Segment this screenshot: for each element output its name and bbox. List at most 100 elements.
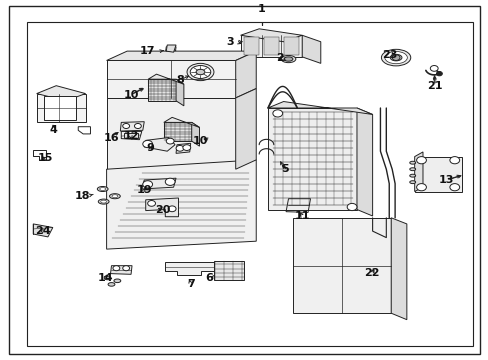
Polygon shape xyxy=(142,178,176,189)
Text: 20: 20 xyxy=(154,204,170,215)
Polygon shape xyxy=(37,86,85,101)
Ellipse shape xyxy=(409,161,415,164)
Polygon shape xyxy=(163,117,199,127)
Polygon shape xyxy=(293,218,390,313)
Text: 17: 17 xyxy=(140,46,155,56)
Polygon shape xyxy=(44,96,76,120)
Text: 4: 4 xyxy=(50,125,58,135)
Circle shape xyxy=(429,66,437,71)
Text: 11: 11 xyxy=(294,211,309,221)
Text: 2: 2 xyxy=(275,53,283,63)
Text: 24: 24 xyxy=(35,226,51,236)
Text: 14: 14 xyxy=(97,273,113,283)
Polygon shape xyxy=(163,122,191,141)
Polygon shape xyxy=(148,79,176,101)
Ellipse shape xyxy=(284,57,292,61)
Polygon shape xyxy=(106,98,235,169)
Bar xyxy=(244,37,259,55)
Polygon shape xyxy=(148,74,183,84)
Ellipse shape xyxy=(109,194,120,199)
Circle shape xyxy=(134,123,141,129)
Polygon shape xyxy=(37,94,85,122)
Bar xyxy=(264,37,278,55)
Circle shape xyxy=(391,55,399,60)
Text: 23: 23 xyxy=(382,50,397,60)
Ellipse shape xyxy=(186,63,214,81)
Ellipse shape xyxy=(409,168,415,171)
Bar xyxy=(213,261,244,280)
Text: 16: 16 xyxy=(103,132,119,143)
Circle shape xyxy=(147,201,155,206)
Circle shape xyxy=(176,145,183,151)
Bar xyxy=(123,133,138,138)
Ellipse shape xyxy=(389,54,401,61)
Polygon shape xyxy=(356,108,372,216)
Ellipse shape xyxy=(381,49,410,66)
Ellipse shape xyxy=(196,69,204,75)
Circle shape xyxy=(183,145,190,150)
Polygon shape xyxy=(145,198,178,217)
Ellipse shape xyxy=(108,283,115,286)
Polygon shape xyxy=(267,102,372,114)
Bar xyxy=(284,37,298,55)
Text: 13: 13 xyxy=(437,175,453,185)
Circle shape xyxy=(165,178,175,185)
Polygon shape xyxy=(106,160,256,249)
Circle shape xyxy=(168,206,176,212)
Circle shape xyxy=(142,181,152,188)
Circle shape xyxy=(272,110,282,117)
Circle shape xyxy=(122,266,129,271)
Ellipse shape xyxy=(101,200,106,203)
Polygon shape xyxy=(302,35,320,63)
Polygon shape xyxy=(120,122,144,131)
Polygon shape xyxy=(106,60,235,98)
Polygon shape xyxy=(240,35,302,57)
Ellipse shape xyxy=(409,174,415,177)
Text: 6: 6 xyxy=(204,273,212,283)
Ellipse shape xyxy=(114,279,121,283)
Ellipse shape xyxy=(409,181,415,184)
Circle shape xyxy=(122,123,129,129)
Ellipse shape xyxy=(97,186,108,192)
Circle shape xyxy=(346,203,356,211)
Text: 8: 8 xyxy=(176,75,183,85)
Circle shape xyxy=(166,138,174,144)
Text: 22: 22 xyxy=(363,268,379,278)
Ellipse shape xyxy=(104,276,111,280)
Text: 19: 19 xyxy=(136,185,152,195)
Polygon shape xyxy=(106,51,256,60)
Polygon shape xyxy=(176,143,190,153)
Circle shape xyxy=(416,184,426,191)
Text: 7: 7 xyxy=(186,279,194,289)
Text: 12: 12 xyxy=(123,131,139,141)
Text: 21: 21 xyxy=(427,81,442,91)
Text: 10: 10 xyxy=(192,136,207,146)
Text: 1: 1 xyxy=(257,4,265,14)
Ellipse shape xyxy=(281,55,295,63)
Polygon shape xyxy=(144,138,175,151)
Polygon shape xyxy=(165,262,217,275)
Polygon shape xyxy=(267,108,356,210)
Ellipse shape xyxy=(100,188,105,190)
Text: 15: 15 xyxy=(37,153,53,163)
Text: 10: 10 xyxy=(123,90,139,100)
Polygon shape xyxy=(191,122,199,146)
Polygon shape xyxy=(110,266,132,274)
Circle shape xyxy=(449,184,459,191)
Ellipse shape xyxy=(98,199,109,204)
Circle shape xyxy=(142,140,152,148)
Polygon shape xyxy=(414,157,461,192)
Circle shape xyxy=(416,157,426,164)
Polygon shape xyxy=(33,224,53,237)
Polygon shape xyxy=(414,152,422,192)
Polygon shape xyxy=(176,79,183,106)
Circle shape xyxy=(113,266,120,271)
Circle shape xyxy=(449,157,459,164)
Ellipse shape xyxy=(384,51,407,64)
Bar xyxy=(27,22,472,346)
Text: 18: 18 xyxy=(75,191,90,201)
Circle shape xyxy=(436,72,442,76)
Ellipse shape xyxy=(112,195,118,198)
Polygon shape xyxy=(390,218,406,320)
Polygon shape xyxy=(235,51,256,98)
